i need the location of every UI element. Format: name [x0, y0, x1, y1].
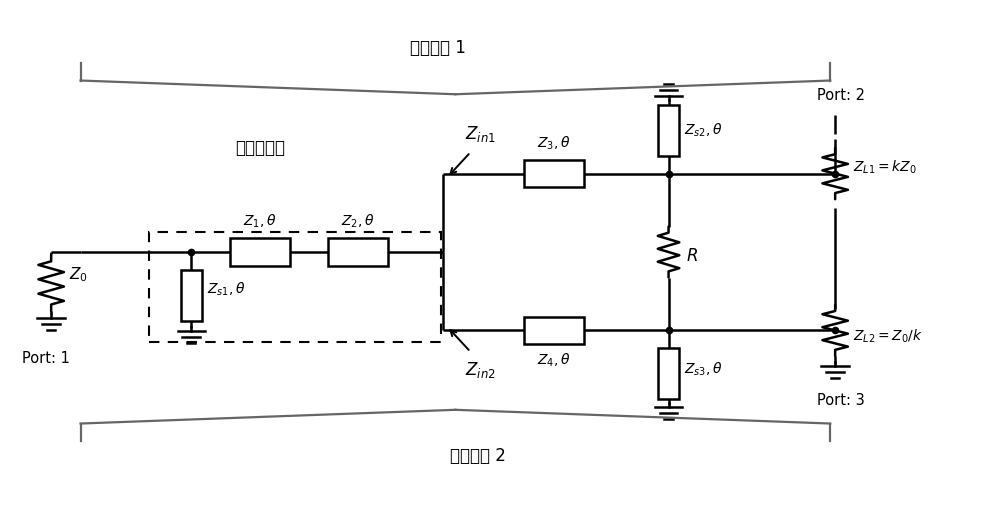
Bar — [149, 232, 441, 342]
Text: $\mathbf{\mathit{Z}}_{\mathbf{\mathit{in2}}}$: $\mathbf{\mathit{Z}}_{\mathbf{\mathit{in… — [465, 360, 496, 380]
Bar — [328, 238, 388, 266]
Text: 滤波支路 1: 滤波支路 1 — [410, 39, 466, 57]
Text: $Z_{L1}=kZ_0$: $Z_{L1}=kZ_0$ — [853, 159, 917, 176]
Bar — [658, 348, 679, 399]
Bar — [230, 238, 290, 266]
Text: $Z_0$: $Z_0$ — [69, 266, 88, 284]
Text: Port: 3: Port: 3 — [817, 393, 865, 408]
Text: Port: 2: Port: 2 — [817, 88, 865, 103]
Text: $Z_{s1},\theta$: $Z_{s1},\theta$ — [207, 280, 246, 298]
Bar — [524, 160, 584, 188]
Bar — [658, 105, 679, 156]
Bar — [524, 317, 584, 344]
Text: $Z_{L2}=Z_0/k$: $Z_{L2}=Z_0/k$ — [853, 328, 923, 345]
Text: $Z_3,\theta$: $Z_3,\theta$ — [537, 135, 571, 152]
Text: $Z_2,\theta$: $Z_2,\theta$ — [341, 213, 375, 231]
Text: $Z_4,\theta$: $Z_4,\theta$ — [537, 352, 571, 370]
Text: $\mathbf{\mathit{Z}}_{\mathbf{\mathit{in1}}}$: $\mathbf{\mathit{Z}}_{\mathbf{\mathit{in… — [465, 124, 496, 144]
Text: $Z_{s3},\theta$: $Z_{s3},\theta$ — [684, 361, 723, 378]
Bar — [181, 270, 202, 320]
Text: $R$: $R$ — [686, 248, 698, 266]
Text: 滤波支路 2: 滤波支路 2 — [450, 447, 505, 465]
Text: $Z_{s2},\theta$: $Z_{s2},\theta$ — [684, 122, 723, 139]
Text: 三模谐振器: 三模谐振器 — [235, 139, 285, 157]
Text: $Z_1,\theta$: $Z_1,\theta$ — [243, 213, 277, 231]
Text: Port: 1: Port: 1 — [22, 351, 70, 366]
